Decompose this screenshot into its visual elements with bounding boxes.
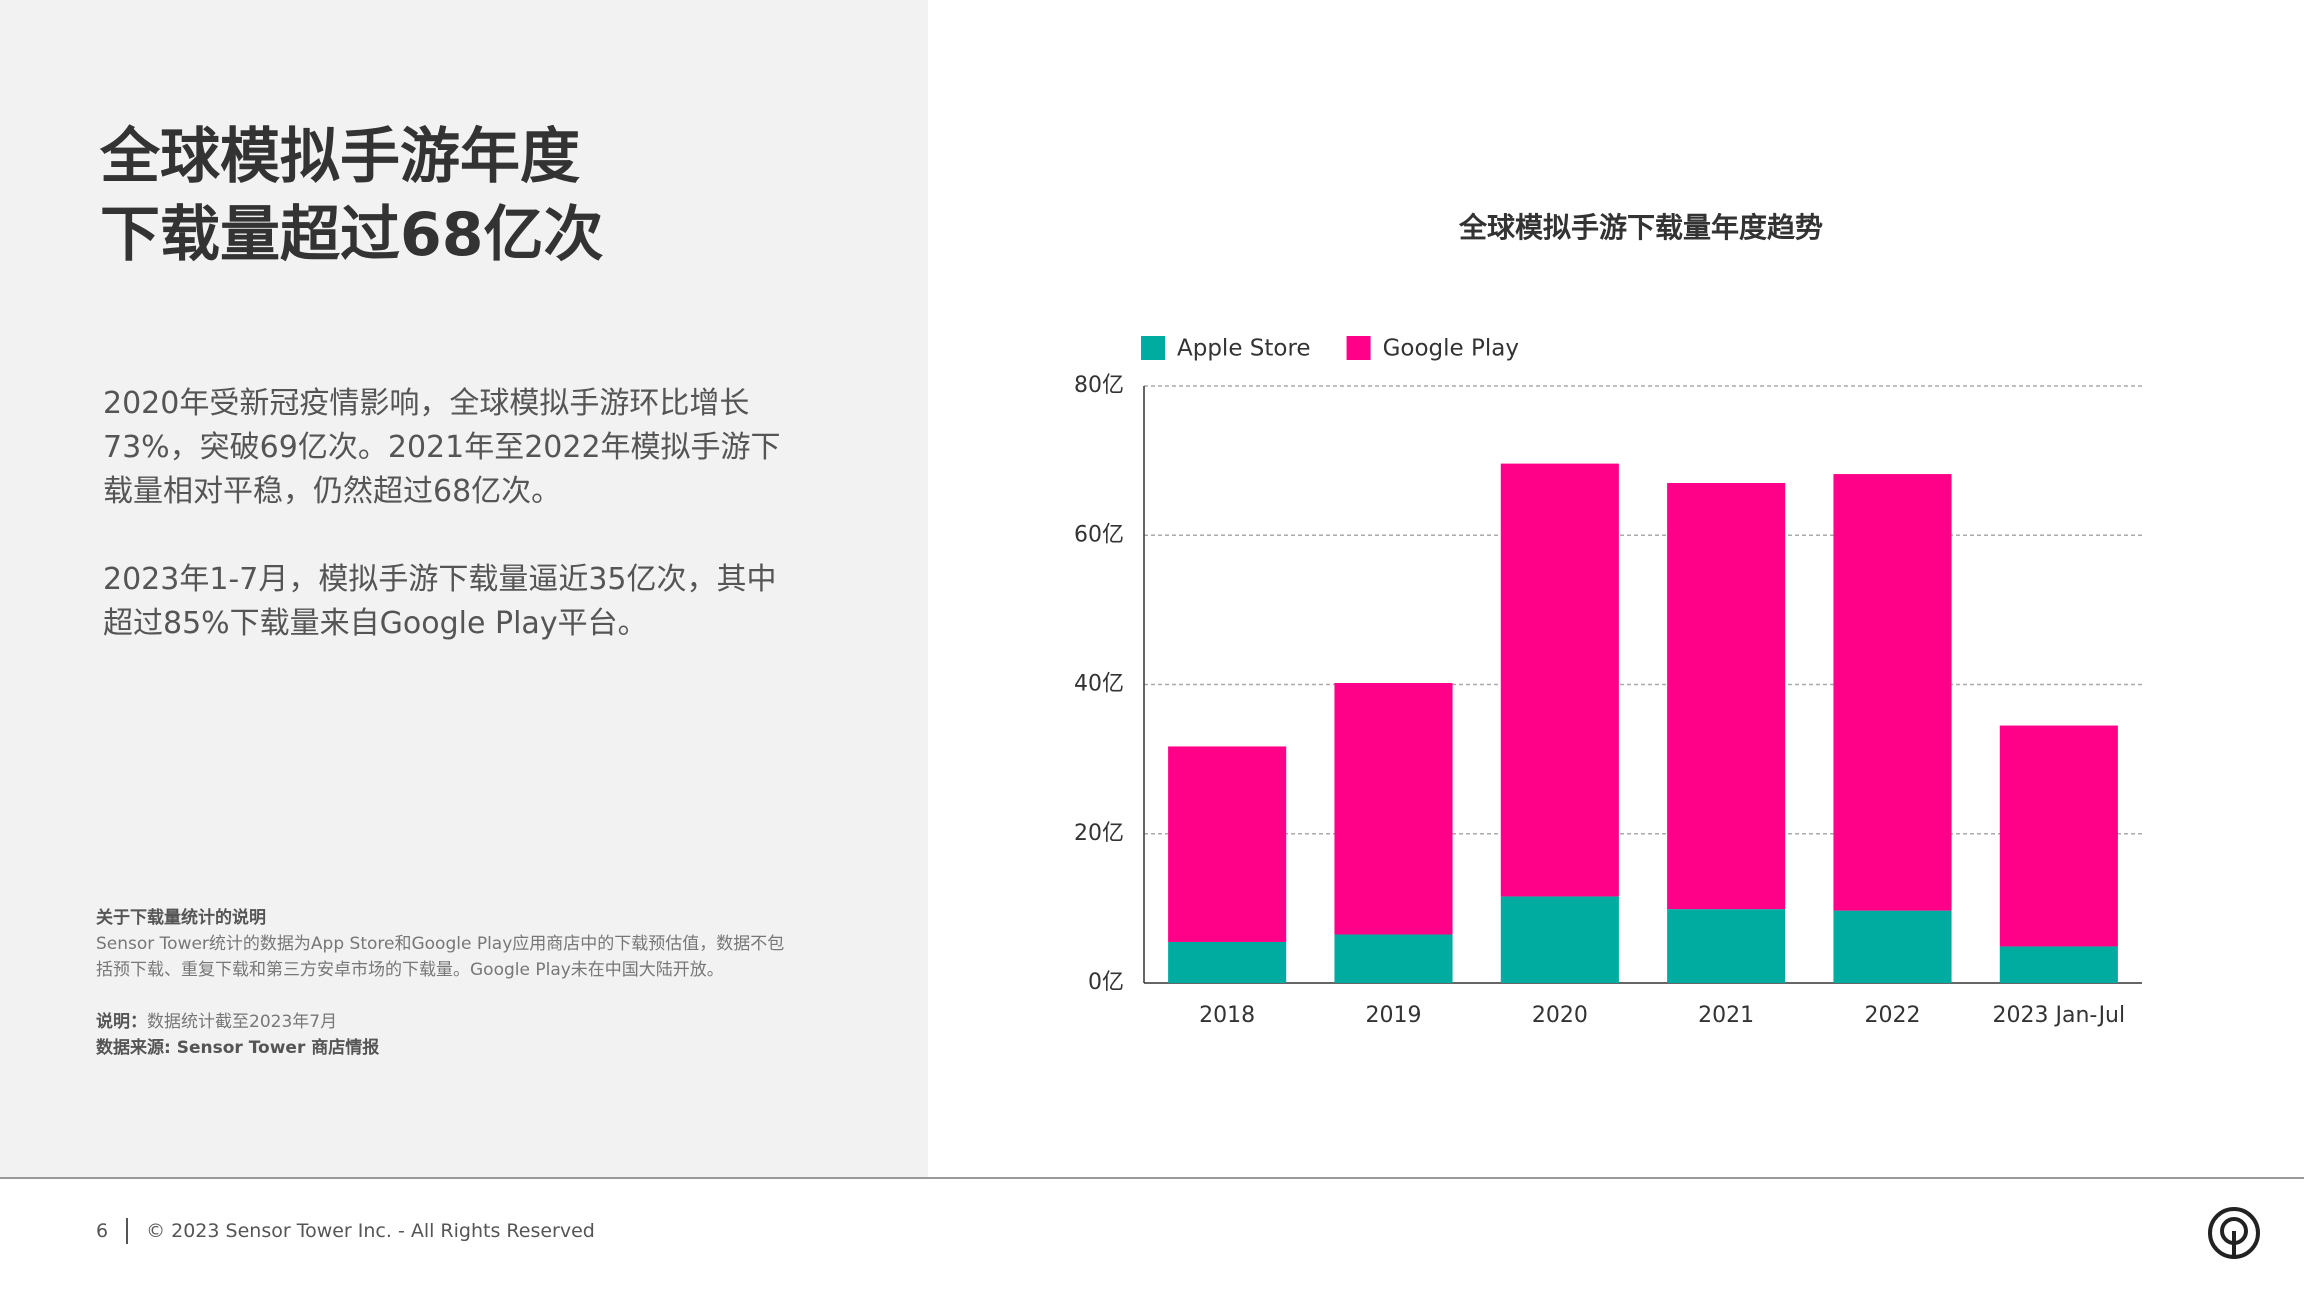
bar-segment — [1999, 725, 2118, 947]
x-tick-label: 2022 — [1865, 1003, 1921, 1028]
legend-swatch — [1346, 336, 1371, 360]
x-tick-label: 2019 — [1366, 1003, 1422, 1028]
title-line: 全球模拟手游年度 — [100, 122, 580, 192]
legend-label: Apple Store — [1177, 336, 1311, 362]
x-tick-label: 2020 — [1532, 1003, 1588, 1028]
bar-segment — [1500, 896, 1619, 983]
footer: 6 © 2023 Sensor Tower Inc. - All Rights … — [96, 1218, 595, 1244]
notes-heading: 关于下载量统计的说明 — [96, 908, 266, 928]
bar-segment — [1667, 483, 1786, 910]
footer-rule — [0, 1177, 2304, 1179]
y-tick-label: 60亿 — [1074, 522, 1124, 547]
y-tick-label: 0亿 — [1088, 970, 1124, 995]
title-line: 下载量超过68亿次 — [100, 200, 604, 270]
page-title: 全球模拟手游年度 下载量超过68亿次 — [100, 118, 604, 274]
notes: 关于下载量统计的说明 Sensor Tower统计的数据为App Store和G… — [96, 905, 801, 1061]
bar-segment — [1500, 463, 1619, 897]
source: 数据来源: Sensor Tower 商店情报 — [96, 1038, 380, 1058]
paragraph: 2020年受新冠疫情影响，全球模拟手游环比增长73%，突破69亿次。2021年至… — [103, 386, 781, 509]
bar-segment — [1334, 683, 1453, 935]
logo — [2208, 1207, 2260, 1259]
legend-label: Google Play — [1383, 336, 1519, 362]
x-tick-label: 2023 Jan-Jul — [1993, 1003, 2126, 1028]
bar-segment — [1667, 909, 1786, 983]
x-tick-label: 2018 — [1199, 1003, 1255, 1028]
remark-label: 说明： — [96, 1012, 147, 1032]
bar-segment — [1334, 934, 1453, 983]
bar-segment — [1833, 474, 1952, 911]
page-number: 6 — [96, 1220, 109, 1242]
bar-segment — [1999, 946, 2118, 983]
legend-swatch — [1141, 336, 1165, 360]
bar-segment — [1168, 746, 1287, 942]
bar-segment — [1833, 910, 1952, 983]
left-panel: 全球模拟手游年度 下载量超过68亿次 2020年受新冠疫情影响，全球模拟手游环比… — [0, 0, 928, 1177]
chart: 全球模拟手游下载量年度趋势 0亿 20亿 40亿 60亿 80亿 Apple Store G… — [1074, 211, 2142, 1028]
y-tick-label: 20亿 — [1074, 821, 1124, 846]
chart-title: 全球模拟手游下载量年度趋势 — [1458, 211, 1823, 244]
y-tick-label: 80亿 — [1074, 373, 1124, 398]
y-tick-label: 40亿 — [1074, 672, 1124, 697]
bar-segment — [1168, 941, 1287, 983]
paragraph: 2023年1-7月，模拟手游下载量逼近35亿次，其中超过85%下载量来自Goog… — [103, 562, 777, 641]
x-tick-label: 2021 — [1698, 1003, 1754, 1028]
remark: 数据统计截至2023年7月 — [147, 1012, 338, 1032]
separator — [126, 1218, 129, 1244]
body-text: 2020年受新冠疫情影响，全球模拟手游环比增长73%，突破69亿次。2021年至… — [103, 382, 803, 690]
notes-text: Sensor Tower统计的数据为App Store和Google Play应… — [96, 934, 785, 980]
copyright: © 2023 Sensor Tower Inc. - All Rights Re… — [146, 1220, 595, 1242]
